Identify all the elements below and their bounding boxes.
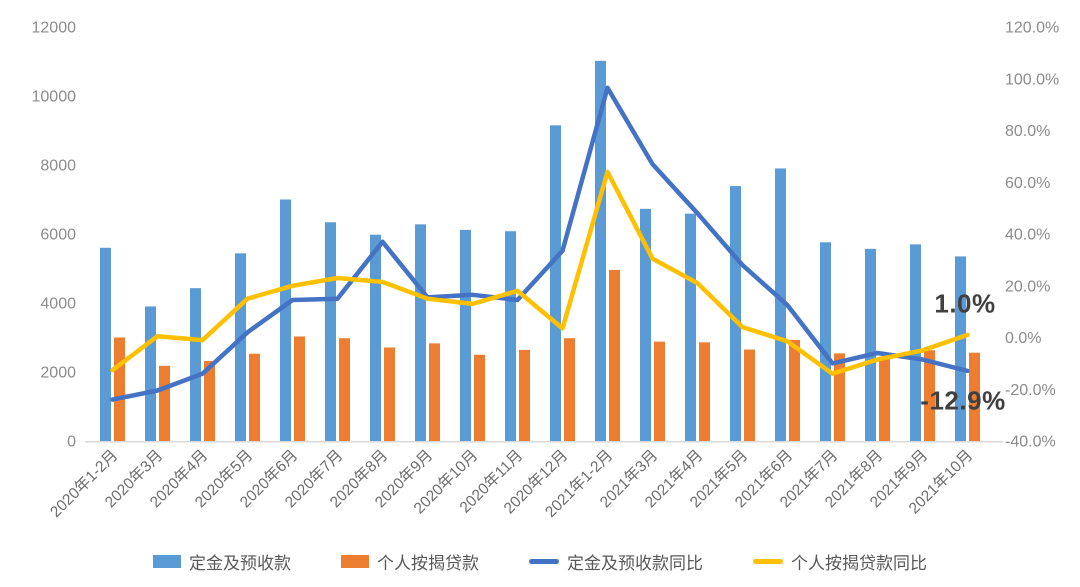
legend-swatch-mortgage-bar <box>341 555 369 568</box>
bar <box>910 244 921 441</box>
annotation-deposits-yoy-last: -12.9% <box>920 385 1006 416</box>
bar <box>685 213 696 441</box>
bar <box>370 234 381 441</box>
bar <box>519 349 530 441</box>
bar-series-0 <box>100 60 966 442</box>
bar <box>235 253 246 441</box>
legend-swatch-deposits-yoy-line <box>529 559 559 564</box>
left-axis-tick: 12000 <box>32 20 77 37</box>
legend-item-deposits-yoy: 定金及预收款同比 <box>529 549 703 574</box>
legend-label-mortgage: 个人按揭贷款 <box>377 554 479 573</box>
left-axis-tick: 8000 <box>40 158 76 175</box>
x-axis-label: 2020年1-2月 <box>46 446 121 521</box>
left-axis-tick: 6000 <box>40 227 76 244</box>
bar <box>879 358 890 441</box>
legend-swatch-mortgage-yoy-line <box>753 559 783 564</box>
bar <box>415 224 426 441</box>
right-axis-tick: 120.0% <box>1005 20 1059 37</box>
bar <box>460 229 471 441</box>
bar <box>865 248 876 441</box>
legend-item-deposits: 定金及预收款 <box>153 549 291 574</box>
bar <box>609 269 620 441</box>
left-axis-tick: 4000 <box>40 296 76 313</box>
right-axis-tick: 20.0% <box>1005 278 1050 295</box>
bar <box>474 354 485 441</box>
left-axis-tick: 2000 <box>40 365 76 382</box>
bar <box>955 256 966 441</box>
legend-label-deposits-yoy: 定金及预收款同比 <box>567 554 703 573</box>
right-axis-tick: -40.0% <box>1005 434 1056 451</box>
bar-series-1 <box>114 269 980 441</box>
bar <box>204 360 215 441</box>
legend-label-mortgage-yoy: 个人按揭贷款同比 <box>791 554 927 573</box>
bar <box>100 247 111 441</box>
bar <box>294 336 305 441</box>
bar <box>384 347 395 441</box>
bar <box>114 337 125 441</box>
legend-swatch-deposits-bar <box>153 555 181 568</box>
bar <box>249 353 260 441</box>
bar <box>550 125 561 441</box>
bar <box>505 231 516 441</box>
legend-item-mortgage: 个人按揭贷款 <box>341 549 479 574</box>
right-axis-tick: 80.0% <box>1005 123 1050 140</box>
bar <box>640 208 651 441</box>
bar <box>775 168 786 441</box>
bar <box>190 288 201 441</box>
bar <box>159 365 170 441</box>
bar <box>339 338 350 441</box>
legend-label-deposits: 定金及预收款 <box>189 554 291 573</box>
bar <box>924 350 935 441</box>
legend-item-mortgage-yoy: 个人按揭贷款同比 <box>753 549 927 574</box>
bar <box>834 353 845 441</box>
bar <box>744 349 755 441</box>
bar <box>325 222 336 441</box>
chart-legend: 定金及预收款 个人按揭贷款 定金及预收款同比 个人按揭贷款同比 <box>0 549 1080 574</box>
bar <box>820 242 831 441</box>
bar <box>429 343 440 441</box>
right-axis-tick: 0.0% <box>1005 330 1041 347</box>
right-axis-tick: -20.0% <box>1005 382 1056 399</box>
right-axis-tick: 40.0% <box>1005 227 1050 244</box>
right-axis-tick: 100.0% <box>1005 71 1059 88</box>
bar <box>654 341 665 441</box>
line-series-1 <box>110 169 970 376</box>
bar <box>789 339 800 441</box>
left-axis-tick: 10000 <box>32 89 77 106</box>
bar <box>564 338 575 441</box>
bar <box>730 186 741 441</box>
annotation-mortgage-yoy-last: 1.0% <box>934 288 996 319</box>
left-axis-tick: 0 <box>67 434 76 451</box>
bar <box>969 352 980 441</box>
line-series-0 <box>110 85 970 402</box>
bar <box>145 306 156 441</box>
bar <box>699 342 710 441</box>
right-axis-tick: 60.0% <box>1005 175 1050 192</box>
bar <box>595 60 606 442</box>
bar <box>280 199 291 441</box>
